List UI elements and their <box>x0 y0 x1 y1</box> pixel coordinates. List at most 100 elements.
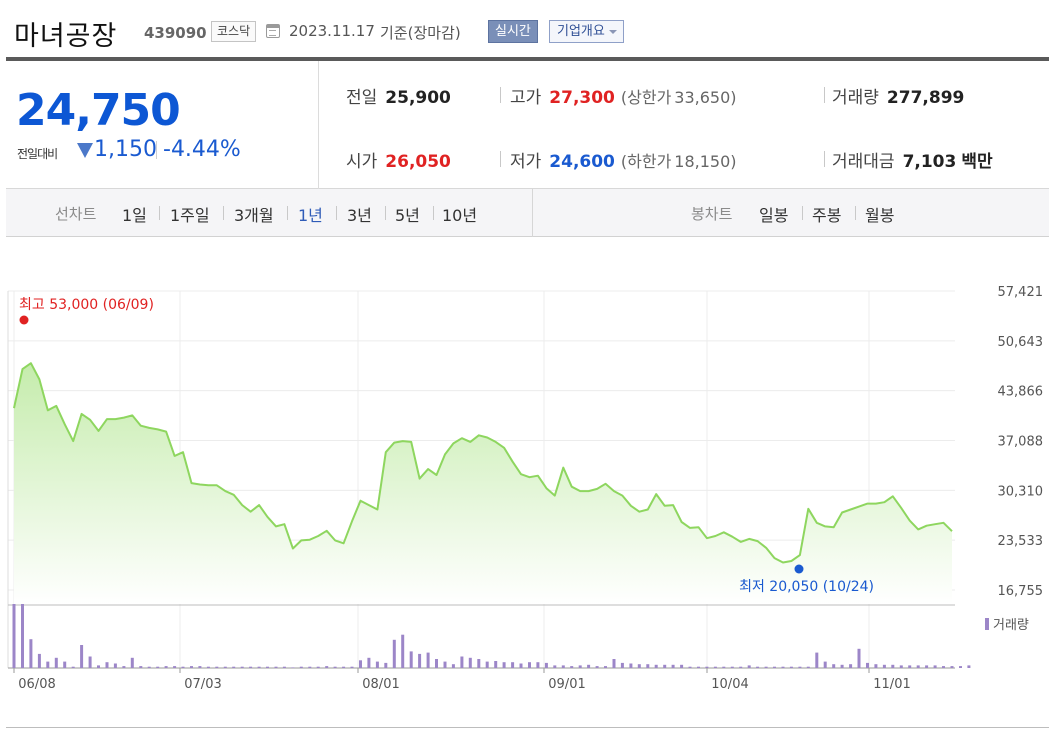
volume-bar <box>933 665 937 668</box>
volume-bar <box>511 662 515 668</box>
volume-bar <box>578 665 582 668</box>
volume-bar <box>942 666 945 668</box>
price-change: 1,150 <box>94 137 157 162</box>
prev-close-label: 전일 <box>346 88 378 108</box>
volume-bar <box>156 666 160 668</box>
volume-bar <box>113 663 117 668</box>
candle-chart-title: 봉차트 <box>691 205 733 223</box>
x-tick-label: 09/01 <box>548 677 585 692</box>
trade-volume: 거래량 277,899 <box>832 83 964 108</box>
compare-label: 전일대비 <box>17 147 58 161</box>
volume-bar <box>739 666 743 668</box>
quote-basis: 기준(장마감) <box>380 24 461 42</box>
volume-bar <box>342 666 346 668</box>
day-high: 고가 27,300 (상한가 33,650) <box>510 83 737 108</box>
volume-bar <box>46 661 50 668</box>
volume-bar <box>815 652 819 668</box>
volume-bar <box>97 665 100 668</box>
y-tick-label: 30,310 <box>998 484 1044 499</box>
volume-bar <box>291 667 295 668</box>
divider <box>223 206 224 220</box>
candle-option-daily[interactable]: 일봉 <box>759 206 789 225</box>
volume-bar <box>468 657 472 668</box>
x-tick-label: 07/03 <box>184 677 221 692</box>
volume-bar <box>840 664 844 668</box>
volume-bar <box>553 665 557 668</box>
volume-bar <box>105 662 109 668</box>
volume-bar <box>375 661 379 668</box>
low-annotation: 최저 20,050 (10/24) <box>739 579 874 595</box>
volume-bar <box>544 662 548 668</box>
open-price: 시가 26,050 <box>346 147 451 172</box>
volume-bar <box>519 663 523 668</box>
volume-bar <box>570 666 574 668</box>
chart-bottom-line <box>6 727 1049 728</box>
period-option-1w[interactable]: 1주일 <box>170 206 210 225</box>
volume-bar <box>823 661 827 668</box>
volume-bar <box>798 666 802 668</box>
down-arrow-icon <box>77 143 93 158</box>
volume-bar <box>181 666 185 668</box>
volume-bar <box>663 664 667 668</box>
volume-bar <box>367 657 371 668</box>
period-option-1d[interactable]: 1일 <box>122 206 147 225</box>
volume-bar <box>435 659 438 668</box>
candle-option-monthly[interactable]: 월봉 <box>865 206 895 225</box>
volume-bar <box>604 666 607 668</box>
volume-bar <box>37 653 41 668</box>
volume-bar <box>29 639 33 668</box>
low-marker <box>794 564 804 574</box>
price-change-percent: -4.44% <box>163 137 241 162</box>
chevron-down-icon <box>608 30 617 34</box>
period-option-10y[interactable]: 10년 <box>442 206 478 225</box>
open-price-value: 26,050 <box>385 152 451 172</box>
period-option-1y[interactable]: 1년 <box>298 206 323 225</box>
volume-bar <box>80 645 84 668</box>
period-option-5y[interactable]: 5년 <box>395 206 420 225</box>
day-low-value: 24,600 <box>549 152 615 172</box>
volume-bar <box>206 666 210 668</box>
volume-bar <box>882 664 886 668</box>
candle-option-weekly[interactable]: 주봉 <box>812 206 842 225</box>
current-price: 24,750 <box>16 85 181 136</box>
volume-bar <box>147 666 151 668</box>
volume-bar <box>916 665 920 668</box>
volume-bar <box>12 604 16 668</box>
volume-bar <box>806 666 810 668</box>
volume-bar <box>697 666 700 668</box>
period-option-3m[interactable]: 3개월 <box>234 206 274 225</box>
y-tick-label: 57,421 <box>998 285 1044 300</box>
period-option-3y[interactable]: 3년 <box>347 206 372 225</box>
trade-amount: 거래대금 7,103 백만 <box>832 147 993 172</box>
x-tick-label: 08/01 <box>362 677 399 692</box>
trade-amount-label: 거래대금 <box>832 152 895 172</box>
volume-bar <box>908 665 912 668</box>
volume-bar <box>620 662 624 668</box>
quote-panel: 24,750 전일대비 1,150 -4.44% 전일 25,900 고가 27,3… <box>6 61 1049 189</box>
price-chart: 최고 53,000 (06/09) 최저 20,050 (10/24) 57,42… <box>0 237 1049 730</box>
x-tick-label: 10/04 <box>711 677 748 692</box>
divider <box>802 206 803 220</box>
volume-bar <box>874 664 878 668</box>
company-overview-dropdown[interactable]: 기업개요 <box>549 20 624 43</box>
divider <box>385 206 386 220</box>
divider <box>500 151 501 167</box>
volume-bar <box>274 666 278 668</box>
volume-bar <box>494 661 498 668</box>
volume-bar <box>384 662 388 668</box>
volume-bar <box>891 664 895 668</box>
volume-bar <box>198 666 202 668</box>
high-marker <box>19 315 29 325</box>
realtime-button[interactable]: 실시간 <box>488 20 538 43</box>
day-low: 저가 24,600 (하한가 18,150) <box>510 147 737 172</box>
volume-bar <box>426 652 430 668</box>
volume-bar <box>612 659 616 668</box>
volume-bar <box>781 666 785 668</box>
x-tick-label: 06/08 <box>18 677 55 692</box>
lower-limit-value: 18,150) <box>674 152 737 171</box>
x-tick-label: 11/01 <box>873 677 910 692</box>
divider <box>159 206 160 220</box>
volume-bar <box>54 657 58 668</box>
volume-bar <box>536 662 540 668</box>
volume-bar <box>705 666 709 668</box>
